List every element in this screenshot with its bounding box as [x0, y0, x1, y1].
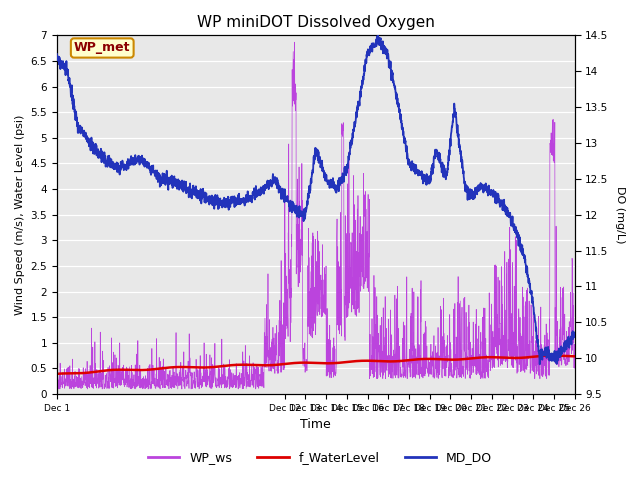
Y-axis label: DO (mg/L): DO (mg/L) [615, 186, 625, 243]
Title: WP miniDOT Dissolved Oxygen: WP miniDOT Dissolved Oxygen [197, 15, 435, 30]
Text: WP_met: WP_met [74, 41, 131, 54]
Y-axis label: Wind Speed (m/s), Water Level (psi): Wind Speed (m/s), Water Level (psi) [15, 115, 25, 315]
Legend: WP_ws, f_WaterLevel, MD_DO: WP_ws, f_WaterLevel, MD_DO [143, 446, 497, 469]
X-axis label: Time: Time [300, 419, 331, 432]
